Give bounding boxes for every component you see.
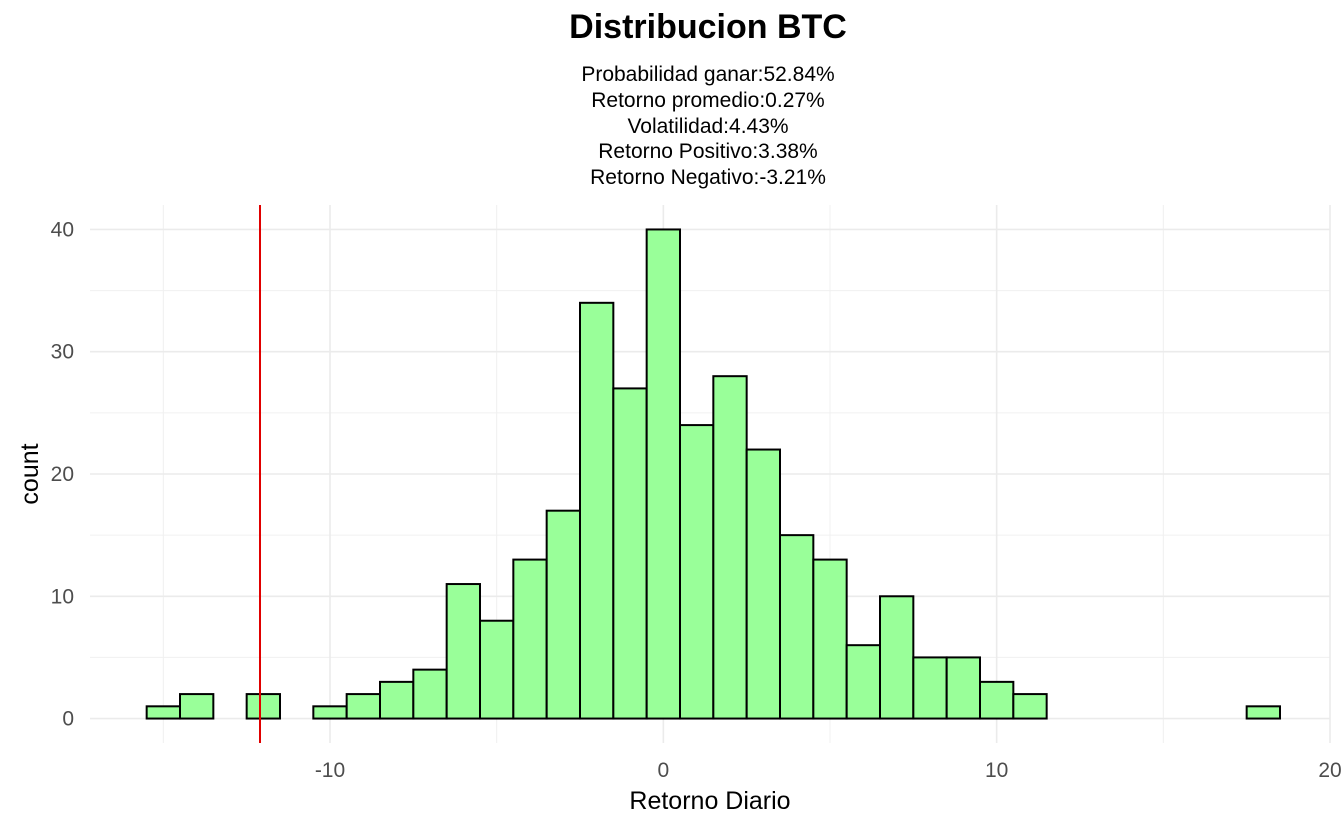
- histogram-bar: [945, 656, 982, 720]
- histogram-bar: [779, 534, 815, 720]
- histogram-bar: [412, 668, 448, 720]
- subtitle-line-negative-return: Retorno Negativo:-3.21%: [590, 166, 826, 190]
- y-tick-label: 40: [51, 218, 74, 241]
- histogram-bar: [345, 693, 381, 720]
- x-tick-label: 20: [1318, 759, 1341, 782]
- x-tick-label: 10: [985, 759, 1008, 782]
- tick-labels: -10 0 10 20 0 10 20 30 40: [51, 218, 1342, 782]
- x-tick-label: -10: [315, 759, 345, 782]
- y-tick-label: 30: [51, 341, 74, 364]
- histogram-bar: [179, 693, 215, 720]
- subtitle-line-mean-return: Retorno promedio:0.27%: [591, 88, 825, 112]
- y-axis-title: count: [16, 443, 44, 504]
- histogram-bar: [679, 424, 715, 720]
- histogram-bars: [145, 228, 1281, 720]
- subtitle-line-volatility: Volatilidad:4.43%: [627, 114, 789, 138]
- histogram-bar: [579, 301, 615, 720]
- histogram-bar: [312, 705, 348, 720]
- histogram-bar: [879, 595, 915, 720]
- histogram-bar: [912, 656, 948, 720]
- histogram-bar: [712, 375, 748, 720]
- histogram-bar: [1245, 705, 1281, 720]
- histogram-bar: [379, 680, 415, 720]
- histogram-bar: [545, 509, 582, 720]
- y-tick-label: 10: [51, 585, 74, 608]
- histogram-bar: [445, 583, 481, 720]
- subtitle-line-win-probability: Probabilidad ganar:52.84%: [581, 63, 835, 86]
- chart-title: Distribucion BTC: [569, 8, 847, 46]
- histogram-bar: [512, 558, 548, 720]
- y-tick-label: 20: [51, 463, 74, 486]
- histogram-bar: [479, 619, 515, 720]
- histogram-bar: [745, 448, 782, 720]
- histogram-bar: [979, 680, 1015, 720]
- histogram-bar: [145, 705, 182, 720]
- histogram-bar: [845, 644, 882, 720]
- x-tick-label: 0: [657, 759, 669, 782]
- histogram-bar: [645, 228, 682, 720]
- histogram-bar: [245, 693, 282, 720]
- histogram-bar: [1012, 693, 1048, 720]
- x-axis-title: Retorno Diario: [629, 787, 790, 815]
- histogram-bar: [812, 558, 848, 720]
- histogram-bar: [612, 387, 648, 720]
- subtitle-line-positive-return: Retorno Positivo:3.38%: [598, 140, 818, 164]
- y-tick-label: 0: [62, 708, 74, 731]
- chart-subtitle: Probabilidad ganar:52.84% Retorno promed…: [0, 62, 1344, 191]
